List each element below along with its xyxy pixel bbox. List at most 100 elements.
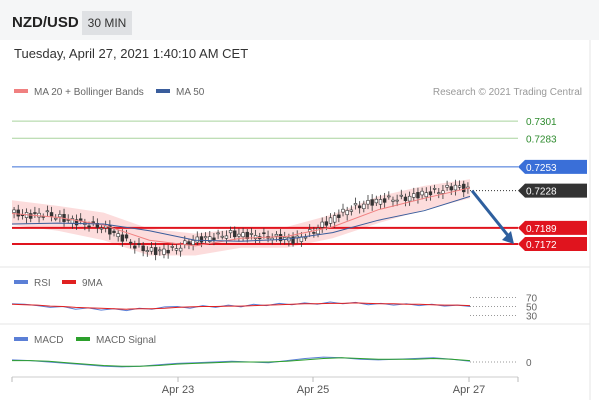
price-tag-0.7172 — [518, 237, 587, 252]
price-tag-0.7253 — [518, 159, 587, 174]
legend-label-9ma: 9MA — [82, 278, 103, 289]
timestamp: Tuesday, April 27, 2021 1:40:10 AM CET — [14, 46, 249, 61]
candle-body — [345, 210, 349, 216]
candle-body — [445, 185, 449, 188]
candle-body — [58, 214, 62, 218]
candle-body — [428, 191, 433, 196]
candle-body — [79, 218, 83, 221]
legend-label-ma20: MA 20 + Bollinger Bands — [34, 87, 144, 98]
legend-swatch-ma50 — [156, 89, 170, 93]
legend-swatch-ma20 — [14, 89, 28, 93]
rsi-tick-label: 30 — [526, 312, 538, 323]
candle-body — [332, 215, 337, 223]
candle-body — [337, 214, 341, 218]
candle-body — [191, 240, 195, 245]
macd-signal-line — [12, 357, 471, 367]
candle-body — [278, 234, 283, 242]
candle-body — [74, 219, 79, 226]
candle-body — [128, 241, 133, 244]
macd-panel: 0 — [11, 356, 532, 369]
candle-body — [249, 233, 254, 235]
candle-body — [212, 237, 216, 241]
candle-body — [349, 209, 354, 212]
candle-body — [432, 187, 437, 190]
candle-body — [49, 212, 54, 217]
candle-body — [153, 247, 158, 255]
candle-body — [399, 194, 403, 197]
candle-body — [87, 225, 91, 228]
candle-body — [407, 195, 412, 202]
candle-body — [374, 198, 379, 204]
candle-body — [353, 203, 358, 206]
forecast-arrow-shaft — [470, 189, 512, 239]
candle-body — [54, 217, 58, 220]
candle-body — [291, 236, 295, 244]
candle-body — [228, 230, 233, 234]
candle-body — [116, 233, 120, 238]
candle-body — [37, 212, 41, 218]
candle-body — [328, 217, 333, 224]
x-tick-label: Apr 23 — [162, 384, 194, 396]
candle-body — [133, 245, 137, 249]
legend-label-ma50: MA 50 — [176, 87, 205, 98]
candle-body — [387, 195, 391, 198]
candle-body — [45, 210, 50, 213]
x-axis: Apr 23 Apr 25 Apr 27 — [11, 377, 519, 396]
legend-swatch-macd — [14, 337, 28, 341]
x-tick-label: Apr 27 — [453, 384, 485, 396]
candle-body — [166, 249, 170, 254]
legend-label-rsi: RSI — [34, 278, 51, 289]
price-level-label-0.7301: 0.7301 — [526, 117, 557, 128]
candle-body — [16, 209, 20, 217]
candle-body — [112, 230, 116, 233]
price-level-label-0.7253: 0.7253 — [526, 163, 557, 174]
candle-body — [237, 233, 241, 237]
candle-body — [437, 192, 441, 194]
candle-body — [366, 200, 370, 205]
candle-body — [274, 234, 279, 237]
candle-body — [195, 236, 199, 243]
candle-body — [224, 235, 229, 239]
currency-pair-title: NZD/USD — [12, 14, 79, 31]
candle-body — [412, 193, 416, 198]
candle-body — [33, 212, 37, 214]
candle-body — [416, 192, 420, 199]
candle-body — [199, 236, 204, 243]
rsi-tick-label: 70 — [526, 294, 538, 305]
candle-body — [378, 199, 383, 205]
timeframe-badge[interactable]: 30 MIN — [82, 11, 132, 35]
price-level-label-0.7283: 0.7283 — [526, 134, 557, 145]
candle-body — [262, 232, 266, 235]
candle-body — [216, 232, 220, 235]
candle-body — [403, 196, 408, 201]
candle-body — [341, 208, 345, 213]
candle-body — [449, 186, 453, 191]
candle-body — [303, 236, 308, 239]
price-level-label-0.7228: 0.7228 — [526, 187, 557, 198]
legend-swatch-rsi — [14, 280, 28, 284]
candle-body — [357, 205, 362, 209]
candle-body — [137, 243, 141, 246]
candle-body — [424, 192, 428, 198]
candle-body — [208, 236, 212, 242]
macd-tick-label: 0 — [526, 358, 532, 369]
candle-body — [457, 185, 462, 188]
candle-body — [187, 241, 191, 245]
candle-body — [370, 199, 374, 206]
candle-body — [141, 245, 145, 252]
candle-body — [395, 199, 399, 202]
candle-body — [203, 236, 208, 239]
price-level-label-0.7189: 0.7189 — [526, 224, 557, 235]
candle-body — [183, 240, 187, 245]
ma20-line — [11, 187, 471, 247]
candle-body — [99, 227, 104, 230]
candle-body — [382, 198, 387, 203]
candle-body — [120, 234, 125, 242]
candle-body — [174, 248, 179, 251]
rsi-tick-label: 50 — [526, 303, 538, 314]
research-credit: Research © 2021 Trading Central — [433, 87, 582, 98]
candle-body — [178, 247, 183, 252]
candle-body — [391, 199, 395, 202]
candle-body — [12, 209, 16, 213]
